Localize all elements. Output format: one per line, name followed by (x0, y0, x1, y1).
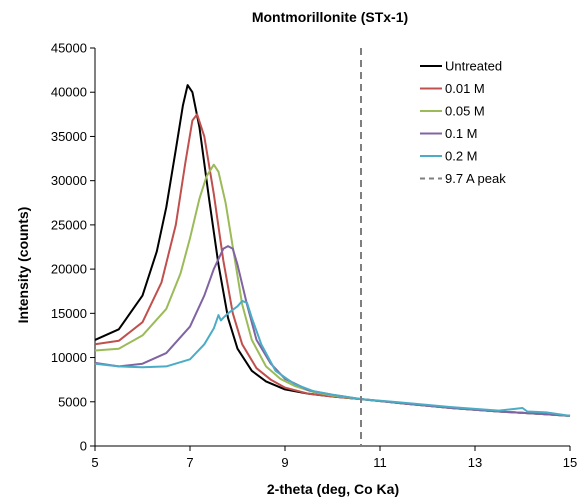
y-tick-label: 25000 (51, 217, 87, 232)
legend-label-3: 0.1 M (445, 126, 478, 141)
x-tick-label: 7 (186, 455, 193, 470)
y-axis-title: Intensity (counts) (15, 207, 31, 324)
x-tick-label: 5 (91, 455, 98, 470)
y-tick-label: 30000 (51, 173, 87, 188)
y-tick-label: 5000 (58, 394, 87, 409)
x-axis-title: 2-theta (deg, Co Ka) (267, 481, 399, 497)
legend-label-2: 0.05 M (445, 104, 485, 119)
y-tick-label: 35000 (51, 129, 87, 144)
axes: 0 5000 10000 15000 20000 25000 30000 35000 40000… (51, 41, 577, 471)
y-tick-label: 0 (80, 439, 87, 454)
x-tick-label: 11 (373, 455, 387, 470)
y-ticks: 0 5000 10000 15000 20000 25000 30000 35000 40000… (51, 41, 95, 454)
x-tick-label: 15 (563, 455, 577, 470)
y-tick-label: 15000 (51, 306, 87, 321)
legend: Untreated 0.01 M 0.05 M 0.1 M 0.2 M 9.7 A pea… (420, 59, 506, 186)
y-tick-label: 10000 (51, 350, 87, 365)
x-tick-label: 9 (281, 455, 288, 470)
x-ticks: 5 7 9 11 13 15 (91, 446, 577, 470)
y-tick-label: 40000 (51, 85, 87, 100)
chart-title: Montmorillonite (STx-1) (252, 9, 408, 25)
series-line-3 (94, 245, 571, 417)
legend-label-4: 0.2 M (445, 149, 478, 164)
legend-label-0: Untreated (445, 59, 502, 74)
series-line-1 (94, 113, 571, 417)
series-group (94, 84, 571, 417)
x-tick-label: 13 (468, 455, 482, 470)
y-tick-label: 45000 (51, 41, 87, 56)
legend-label-1: 0.01 M (445, 81, 485, 96)
legend-label-reference: 9.7 A peak (445, 171, 506, 186)
y-tick-label: 20000 (51, 262, 87, 277)
series-line-4 (94, 300, 571, 417)
